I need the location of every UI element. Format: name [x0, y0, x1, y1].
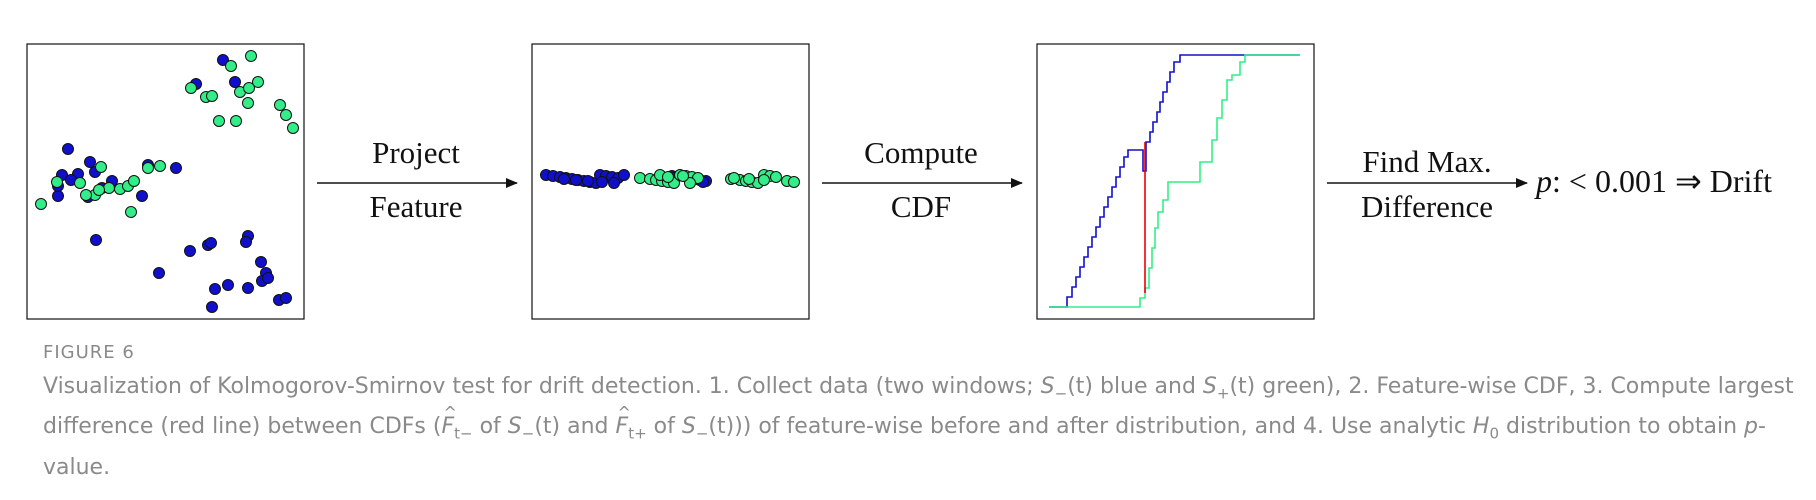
projected-point-before	[558, 173, 570, 185]
ks-test-diagram: Project Feature Compute CDF Find Max. Di…	[26, 43, 1772, 320]
cdf-before-line	[1049, 54, 1300, 308]
projected-point-after	[634, 172, 646, 184]
scatter-point-after	[252, 76, 264, 88]
scatter-point-before	[217, 54, 229, 66]
projected-point-after	[684, 177, 696, 189]
difference-label: Difference	[1361, 189, 1493, 224]
scatter-point-before	[62, 143, 74, 155]
scatter-point-after	[93, 184, 105, 196]
p-threshold: : < 0.001 ⇒ Drift	[1552, 163, 1772, 199]
p-symbol: p	[1534, 163, 1552, 199]
project-label: Project	[372, 135, 460, 170]
scatter-point-after	[154, 160, 166, 172]
scatter-point-before	[153, 267, 165, 279]
scatter-point-after	[185, 82, 197, 94]
scatter-point-before	[240, 236, 252, 248]
scatter-point-after	[206, 90, 218, 102]
projected-point-before	[608, 177, 620, 189]
projected-points	[540, 169, 800, 189]
scatter-point-after	[125, 206, 137, 218]
projected-point-after	[677, 170, 689, 182]
figure-label: FIGURE 6	[43, 342, 135, 363]
projected-point-after	[728, 172, 740, 184]
scatter-point-before	[280, 292, 292, 304]
scatter-point-before	[184, 245, 196, 257]
cdf-panel	[1036, 43, 1315, 320]
projected-point-before	[618, 169, 630, 181]
scatter-point-after	[287, 122, 299, 134]
scatter-point-before	[84, 156, 96, 168]
scatter-point-before	[222, 279, 234, 291]
find-max-label: Find Max.	[1362, 144, 1491, 179]
projected-point-after	[743, 173, 755, 185]
projected-point-after	[662, 171, 674, 183]
scatter-point-before	[136, 190, 148, 202]
feature-label: Feature	[370, 189, 463, 224]
projected-point-before	[582, 175, 594, 187]
scatter-point-before	[262, 272, 274, 284]
scatter-point-after	[280, 109, 292, 121]
projected-point-before	[570, 174, 582, 186]
drift-result: p: < 0.001 ⇒ Drift	[1534, 163, 1772, 199]
scatter-point-after	[213, 115, 225, 127]
scatter-point-after	[225, 60, 237, 72]
scatter-point-after	[274, 99, 286, 111]
projected-point-after	[758, 174, 770, 186]
project-feature-step: Project Feature	[317, 135, 518, 224]
scatter-point-before	[206, 301, 218, 313]
scatter-point-after	[242, 97, 254, 109]
scatter-point-after	[51, 176, 63, 188]
scatter-point-after	[74, 177, 86, 189]
scatter-point-before	[205, 237, 217, 249]
scatter-point-after	[128, 175, 140, 187]
figure-caption: Visualization of Kolmogorov-Smirnov test…	[43, 370, 1803, 484]
projected-point-before	[596, 176, 608, 188]
scatter-points	[35, 50, 299, 313]
scatter-point-before	[52, 190, 64, 202]
cdf-label: CDF	[891, 189, 951, 224]
compute-cdf-step: Compute CDF	[822, 135, 1023, 224]
scatter-point-before	[170, 162, 182, 174]
scatter-point-after	[245, 50, 257, 62]
find-difference-step: Find Max. Difference	[1327, 144, 1528, 224]
projected-point-after	[770, 171, 782, 183]
scatter-point-after	[142, 162, 154, 174]
scatter-point-before	[242, 282, 254, 294]
projected-point-after	[788, 176, 800, 188]
scatter-point-before	[209, 283, 221, 295]
scatter-point-after	[80, 189, 92, 201]
scatter-point-before	[90, 234, 102, 246]
scatter-point-after	[95, 161, 107, 173]
cdf-after-line	[1049, 54, 1300, 308]
scatter-point-after	[243, 82, 255, 94]
scatter-point-after	[35, 198, 47, 210]
projection-panel	[531, 43, 810, 320]
scatter-point-after	[230, 115, 242, 127]
scatter-panel	[26, 43, 305, 320]
compute-label: Compute	[864, 135, 978, 170]
scatter-point-before	[229, 76, 241, 88]
scatter-point-before	[255, 256, 267, 268]
scatter-point-after	[103, 182, 115, 194]
